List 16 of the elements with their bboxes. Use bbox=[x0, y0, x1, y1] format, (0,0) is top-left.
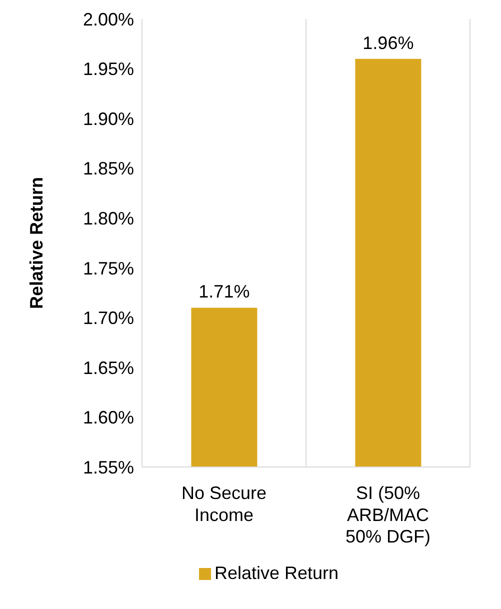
y-tick-label: 1.95% bbox=[82, 59, 134, 80]
y-tick-label: 2.00% bbox=[82, 9, 134, 30]
x-tick-label: No Secure Income bbox=[181, 483, 267, 525]
y-tick-label: 1.55% bbox=[82, 457, 134, 478]
legend-label: Relative Return bbox=[214, 563, 339, 584]
x-tick-label: SI (50% ARB/MAC 50% DGF) bbox=[345, 483, 431, 546]
y-tick-label: 1.70% bbox=[82, 308, 134, 328]
y-tick-label: 1.80% bbox=[82, 208, 134, 228]
y-axis-title: Relative Return bbox=[26, 176, 46, 310]
y-tick-label: 1.85% bbox=[82, 158, 134, 179]
y-tick-label: 1.60% bbox=[82, 408, 134, 428]
y-tick-label: 1.75% bbox=[82, 258, 134, 278]
y-tick-label: 1.90% bbox=[82, 108, 134, 129]
y-tick-label: 1.65% bbox=[82, 358, 134, 378]
data-label: 1.96% bbox=[362, 32, 414, 53]
data-label: 1.71% bbox=[198, 282, 250, 302]
